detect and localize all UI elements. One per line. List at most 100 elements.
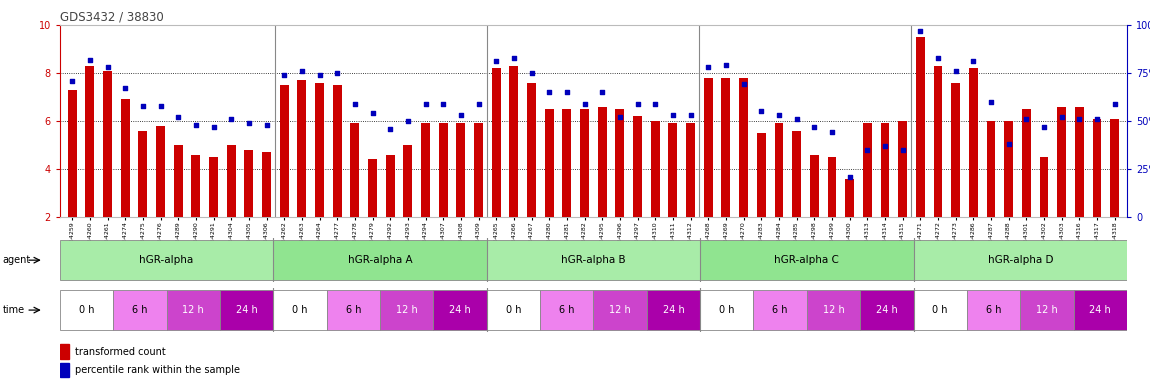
- Text: 24 h: 24 h: [450, 305, 470, 315]
- Bar: [757, 133, 766, 217]
- Bar: [1075, 107, 1083, 217]
- Bar: [739, 78, 748, 217]
- Text: 24 h: 24 h: [876, 305, 898, 315]
- Bar: [881, 123, 889, 217]
- Bar: [598, 107, 607, 217]
- Bar: [60, 344, 69, 359]
- Point: [664, 112, 682, 118]
- Bar: [60, 240, 274, 280]
- Point: [1017, 116, 1035, 122]
- Point: [522, 70, 540, 76]
- Point: [876, 143, 895, 149]
- Bar: [1020, 290, 1074, 330]
- Point: [716, 62, 735, 68]
- Bar: [1092, 119, 1102, 217]
- Bar: [85, 66, 94, 217]
- Bar: [828, 157, 836, 217]
- Bar: [385, 155, 394, 217]
- Bar: [113, 290, 167, 330]
- Bar: [792, 131, 802, 217]
- Point: [822, 129, 841, 136]
- Point: [805, 124, 823, 130]
- Text: 24 h: 24 h: [1089, 305, 1111, 315]
- Bar: [191, 155, 200, 217]
- Bar: [262, 152, 271, 217]
- Bar: [1004, 121, 1013, 217]
- Bar: [687, 123, 695, 217]
- Bar: [913, 240, 1127, 280]
- Bar: [615, 109, 624, 217]
- Point: [399, 118, 417, 124]
- Point: [558, 89, 576, 95]
- Point: [540, 89, 559, 95]
- Text: agent: agent: [2, 255, 31, 265]
- Point: [222, 116, 240, 122]
- Text: 24 h: 24 h: [236, 305, 258, 315]
- Bar: [220, 290, 274, 330]
- Bar: [967, 290, 1020, 330]
- Bar: [913, 290, 967, 330]
- Point: [575, 101, 593, 107]
- Point: [258, 122, 276, 128]
- Point: [982, 99, 1000, 105]
- Point: [999, 141, 1018, 147]
- Bar: [315, 83, 324, 217]
- Bar: [209, 157, 218, 217]
- Text: hGR-alpha A: hGR-alpha A: [347, 255, 412, 265]
- Bar: [474, 123, 483, 217]
- Text: 6 h: 6 h: [132, 305, 147, 315]
- Point: [841, 174, 859, 180]
- Point: [81, 56, 99, 63]
- Bar: [807, 290, 860, 330]
- Bar: [457, 123, 466, 217]
- Bar: [68, 90, 77, 217]
- Bar: [274, 240, 486, 280]
- Text: time: time: [2, 305, 24, 315]
- Bar: [380, 290, 434, 330]
- Point: [593, 89, 612, 95]
- Bar: [700, 240, 913, 280]
- Point: [275, 72, 293, 78]
- Bar: [915, 37, 925, 217]
- Point: [486, 58, 505, 65]
- Point: [63, 78, 82, 84]
- Point: [434, 101, 452, 107]
- Bar: [404, 145, 413, 217]
- Bar: [968, 68, 978, 217]
- Point: [205, 124, 223, 130]
- Bar: [700, 290, 753, 330]
- Text: percentile rank within the sample: percentile rank within the sample: [75, 365, 240, 375]
- Bar: [1022, 109, 1030, 217]
- Point: [699, 64, 718, 70]
- Point: [735, 81, 753, 88]
- Point: [752, 108, 770, 114]
- Bar: [492, 68, 500, 217]
- Bar: [121, 99, 130, 217]
- Bar: [421, 123, 430, 217]
- Bar: [810, 155, 819, 217]
- Point: [1052, 114, 1071, 120]
- Text: 6 h: 6 h: [773, 305, 788, 315]
- Bar: [646, 290, 700, 330]
- Bar: [104, 71, 112, 217]
- Point: [381, 126, 399, 132]
- Text: 12 h: 12 h: [183, 305, 204, 315]
- Bar: [545, 109, 553, 217]
- Point: [1071, 116, 1089, 122]
- Bar: [898, 121, 907, 217]
- Bar: [845, 179, 854, 217]
- Point: [186, 122, 205, 128]
- Bar: [439, 123, 447, 217]
- Bar: [138, 131, 147, 217]
- Bar: [1057, 107, 1066, 217]
- Point: [292, 68, 311, 74]
- Bar: [862, 123, 872, 217]
- Text: hGR-alpha: hGR-alpha: [139, 255, 193, 265]
- Bar: [1110, 119, 1119, 217]
- Bar: [987, 121, 996, 217]
- Point: [416, 101, 435, 107]
- Bar: [332, 85, 342, 217]
- Text: hGR-alpha D: hGR-alpha D: [988, 255, 1053, 265]
- Point: [452, 112, 470, 118]
- Point: [505, 55, 523, 61]
